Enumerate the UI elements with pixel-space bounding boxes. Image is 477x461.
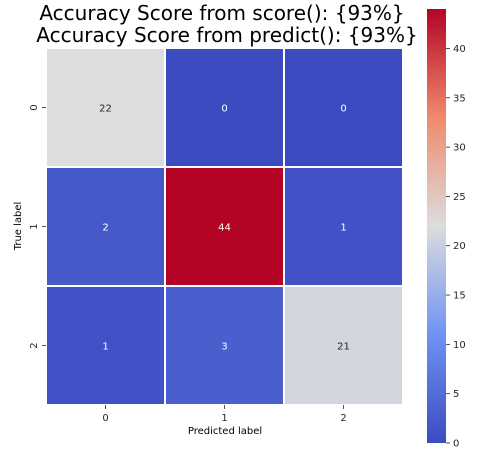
heatmap-cell-0-1 — [164, 47, 285, 168]
colorbar-tick-label: 0 — [453, 439, 459, 450]
heatmap-cells: 22 0 0 2 44 1 1 3 21 — [45, 47, 404, 406]
cell-value-label-0-1: 0 — [221, 104, 227, 115]
heatmap-cell-0-0 — [45, 47, 166, 168]
colorbar-tick-label: 15 — [453, 291, 466, 302]
cell-value-label-0-0: 22 — [99, 104, 112, 115]
cell-value-label-0-2: 0 — [340, 104, 346, 115]
heatmap-cell-0-2 — [283, 47, 404, 168]
colorbar-tick-label: 25 — [453, 192, 466, 203]
chart-title-line-1: Accuracy Score from score(): {93%} — [39, 1, 404, 25]
colorbar-tick-label: 35 — [453, 93, 466, 104]
cell-value-label-1-0: 2 — [102, 223, 108, 234]
cell-value-label-1-1: 44 — [218, 223, 231, 234]
y-tick-label: 2 — [29, 342, 40, 348]
colorbar-tick-label: 5 — [453, 389, 459, 400]
x-tick-label: 0 — [102, 413, 108, 424]
cell-value-label-2-0: 1 — [102, 342, 108, 353]
colorbar-tick-label: 20 — [453, 241, 466, 252]
colorbar-tick-label: 40 — [453, 44, 466, 55]
cell-value-label-2-2: 21 — [337, 342, 350, 353]
cell-value-label-1-2: 1 — [340, 223, 346, 234]
y-axis-ticks: 0 1 2 — [29, 104, 46, 349]
x-axis-ticks: 0 1 2 — [102, 405, 347, 424]
y-axis-label: True label — [13, 202, 24, 252]
colorbar — [427, 9, 446, 443]
cell-value-label-2-1: 3 — [221, 342, 227, 353]
y-tick-label: 1 — [29, 223, 40, 229]
chart-title-line-2: Accuracy Score from predict(): {93%} — [36, 23, 417, 47]
colorbar-ticks: 0 5 10 15 20 25 30 35 40 — [446, 44, 466, 450]
x-tick-label: 2 — [340, 413, 346, 424]
colorbar-tick-label: 30 — [453, 143, 466, 154]
colorbar-tick-label: 10 — [453, 340, 466, 351]
x-axis-label: Predicted label — [188, 426, 262, 437]
heatmap-cell-1-2 — [283, 166, 404, 287]
heatmap-cell-2-1 — [164, 285, 285, 406]
y-tick-label: 0 — [29, 104, 40, 110]
x-tick-label: 1 — [221, 413, 227, 424]
